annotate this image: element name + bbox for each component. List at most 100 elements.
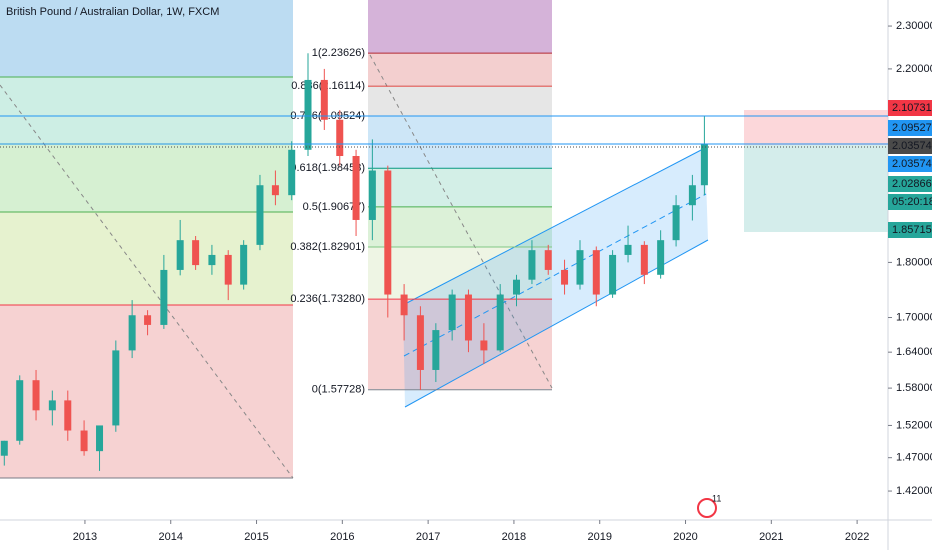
fib-label: 0.618(1.98453) bbox=[290, 162, 365, 174]
price-tag bbox=[888, 194, 932, 210]
channel-mid bbox=[403, 193, 707, 357]
event-icon[interactable] bbox=[697, 498, 717, 518]
candle-body bbox=[416, 315, 424, 370]
y-tick-label: 1.64000 bbox=[896, 346, 932, 358]
candle-body bbox=[208, 254, 216, 266]
position-loss bbox=[744, 110, 888, 145]
candle-body bbox=[224, 254, 232, 285]
y-tick-label: 1.52000 bbox=[896, 419, 932, 431]
candle-body bbox=[304, 79, 312, 150]
price-tag-label: 2.03574 bbox=[892, 158, 932, 170]
candle-body bbox=[128, 315, 136, 351]
x-tick-label: 2014 bbox=[158, 531, 182, 543]
price-tag-label: 2.03574 bbox=[892, 140, 932, 152]
zone bbox=[0, 77, 293, 143]
channel bbox=[403, 148, 708, 407]
zone bbox=[0, 305, 293, 478]
candle-body bbox=[464, 294, 472, 341]
candle-body bbox=[352, 156, 360, 220]
candle-body bbox=[400, 294, 408, 316]
candle-body bbox=[640, 244, 648, 275]
candle-body bbox=[448, 294, 456, 331]
candle-body bbox=[160, 269, 168, 325]
candle-body bbox=[240, 244, 248, 285]
price-tag-label: 2.02866 bbox=[892, 178, 932, 190]
candle-body bbox=[609, 254, 617, 295]
candle-body bbox=[16, 380, 24, 441]
fib-label: 1(2.23626) bbox=[312, 47, 365, 59]
zone bbox=[0, 0, 293, 77]
y-tick-label: 1.70000 bbox=[896, 311, 932, 323]
candle-body bbox=[144, 315, 152, 325]
y-tick-label: 1.58000 bbox=[896, 382, 932, 394]
x-tick-label: 2022 bbox=[845, 531, 869, 543]
price-tag bbox=[888, 222, 932, 238]
y-tick-label: 1.42000 bbox=[896, 485, 932, 497]
price-tag-label: 2.09527 bbox=[892, 122, 932, 134]
zone bbox=[368, 53, 552, 85]
zone bbox=[368, 207, 552, 247]
zone bbox=[368, 247, 552, 299]
fib-label: 0.236(1.73280) bbox=[290, 293, 365, 305]
candle-body bbox=[80, 430, 88, 452]
zone bbox=[0, 212, 293, 305]
price-tag bbox=[888, 100, 932, 116]
price-tag bbox=[888, 156, 932, 172]
fib-label: 0.5(1.90677) bbox=[303, 201, 365, 213]
candle-body bbox=[624, 244, 632, 255]
candle-body bbox=[657, 240, 665, 275]
fib-label: 0.382(1.82901) bbox=[290, 241, 365, 253]
event-badge[interactable]: 11 bbox=[712, 493, 721, 503]
price-tag-label: 1.85715 bbox=[892, 224, 932, 236]
zone bbox=[368, 299, 552, 389]
candle-body bbox=[32, 380, 40, 411]
candle-body bbox=[176, 240, 184, 270]
candle-body bbox=[592, 250, 600, 295]
candle-body bbox=[0, 440, 8, 456]
x-tick-label: 2015 bbox=[244, 531, 268, 543]
candle-body bbox=[512, 279, 520, 295]
price-tag-label: 2.10731 bbox=[892, 102, 932, 114]
candle-body bbox=[672, 205, 680, 241]
x-tick-label: 2019 bbox=[587, 531, 611, 543]
y-tick-label: 1.80000 bbox=[896, 256, 932, 268]
candle-body bbox=[432, 330, 440, 370]
x-tick-label: 2017 bbox=[416, 531, 440, 543]
zone bbox=[368, 85, 552, 116]
y-tick-label: 1.47000 bbox=[896, 452, 932, 464]
zone bbox=[368, 168, 552, 207]
candle-body bbox=[48, 400, 56, 411]
candle-body bbox=[480, 340, 488, 351]
x-tick-label: 2013 bbox=[73, 531, 97, 543]
marks: 2.30000 2.20000 1.80000 1.70000 1.64000 1.580… bbox=[0, 20, 932, 543]
price-tag bbox=[888, 138, 932, 154]
candle-body bbox=[96, 425, 104, 452]
x-tick-label: 2020 bbox=[673, 531, 697, 543]
candle-body bbox=[700, 143, 708, 186]
chart-title: British Pound / Australian Dollar, 1W, F… bbox=[6, 6, 219, 18]
candle-body bbox=[64, 400, 72, 431]
zone bbox=[368, 116, 552, 168]
x-tick-label: 2018 bbox=[502, 531, 526, 543]
candle-body bbox=[496, 294, 504, 351]
x-tick-label: 2016 bbox=[330, 531, 354, 543]
candle-body bbox=[336, 119, 344, 157]
candle-body bbox=[576, 250, 584, 285]
zone bbox=[0, 143, 293, 212]
fib-label: 0(1.57728) bbox=[312, 384, 365, 396]
trend-line bbox=[0, 84, 294, 479]
zone bbox=[368, 0, 552, 53]
candle-body bbox=[192, 240, 200, 266]
fib-label: 0.886(2.16114) bbox=[291, 80, 365, 92]
candle-body bbox=[271, 185, 279, 196]
x-tick-label: 2021 bbox=[759, 531, 783, 543]
y-tick-label: 2.30000 bbox=[896, 20, 932, 32]
candle-body bbox=[112, 350, 120, 426]
candle-body bbox=[288, 149, 296, 196]
candle-body bbox=[256, 185, 264, 245]
price-tag bbox=[888, 120, 932, 136]
candle-body bbox=[384, 170, 392, 295]
price-tag-label: 05:20:18 bbox=[892, 196, 932, 208]
price-tag bbox=[888, 176, 932, 192]
